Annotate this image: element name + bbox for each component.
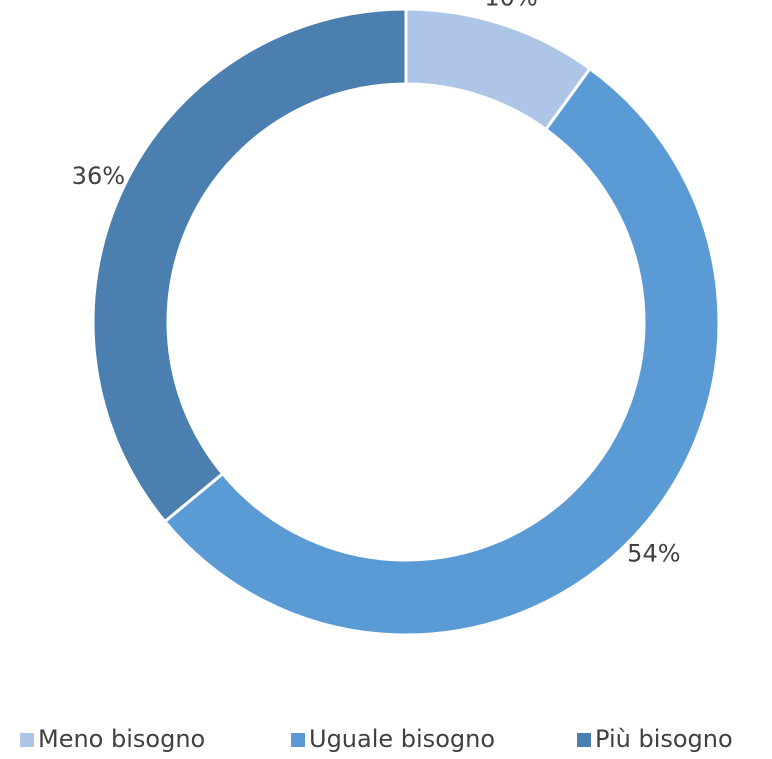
legend-label: Più bisogno	[595, 725, 733, 753]
legend-swatch	[291, 733, 305, 747]
legend-swatch	[577, 733, 591, 747]
data-label: 10%	[484, 0, 537, 12]
legend-label: Uguale bisogno	[309, 725, 495, 753]
legend-label: Meno bisogno	[38, 725, 205, 753]
data-label: 36%	[72, 162, 125, 190]
donut-segment	[162, 66, 721, 637]
data-label: 54%	[627, 540, 680, 568]
legend-swatch	[20, 733, 34, 747]
donut-segment	[91, 7, 408, 524]
